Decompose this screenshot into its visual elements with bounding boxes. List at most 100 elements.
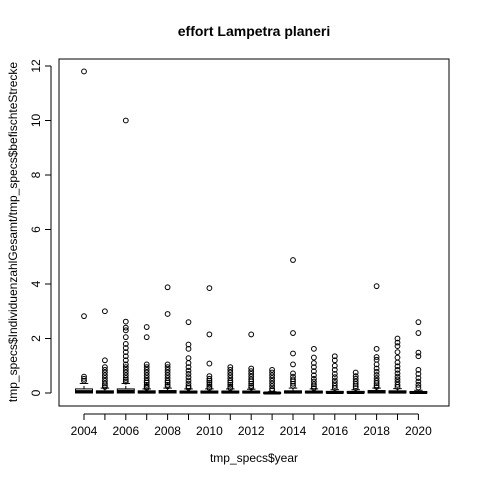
outlier-point [415,384,422,391]
box-2007 [137,324,156,394]
chart-title: effort Lampetra planeri [178,23,330,39]
outlier-point [143,372,150,379]
outlier-point [373,361,380,368]
outlier-point [394,363,401,370]
outlier-point [122,341,129,347]
x-tick-label: 2012 [238,424,265,438]
outlier-point [206,379,213,386]
outlier-point [143,364,150,371]
x-tick-label: 2014 [280,424,307,438]
x-axis-label: tmp_specs$year [210,451,298,465]
outlier-point [394,366,401,373]
outlier-point [331,385,338,391]
outlier-point [81,68,87,75]
box-2019 [388,335,407,394]
outlier-point [352,385,359,391]
outlier-point [290,330,296,336]
outlier-point [206,385,213,391]
outlier-point [102,382,108,389]
outlier-point [394,359,401,366]
x-tick-label: 2016 [321,424,348,438]
outlier-point [227,364,234,371]
outlier-point [311,381,317,388]
outlier-point [331,371,338,377]
outlier-point [143,361,150,368]
outlier-point [227,381,234,388]
outlier-point [122,117,129,124]
outlier-point [311,385,317,391]
outlier-point [394,354,401,361]
outlier-point [352,373,359,380]
outlier-point [352,383,359,390]
outlier-point [269,383,276,390]
outlier-point [227,369,234,376]
outlier-point [143,324,150,330]
y-tick-label: 6 [29,226,43,233]
outlier-point [311,372,317,379]
outlier-point [269,380,276,387]
outlier-point [415,366,422,373]
y-tick-label: 0 [29,389,43,396]
y-tick-label: 10 [29,114,43,128]
outlier-point [164,381,171,388]
outlier-point [206,381,213,388]
outlier-point [143,381,150,388]
outlier-point [248,365,255,372]
outlier-point [143,384,150,391]
outlier-point [373,345,380,352]
outlier-point [248,331,255,338]
outlier-point [394,349,401,356]
outlier-point [185,383,192,390]
box-series [75,68,428,395]
outlier-point [311,364,317,371]
outlier-point [81,373,87,380]
outlier-point [206,360,213,367]
outlier-point [164,369,171,376]
outlier-point [102,366,108,373]
outlier-point [122,378,129,385]
outlier-point [185,355,192,362]
box-2006 [116,117,135,394]
outlier-point [290,257,296,263]
outlier-point [227,377,234,384]
outlier-point [352,369,359,376]
outlier-point [185,384,192,391]
outlier-point [122,377,129,383]
outlier-point [248,383,255,389]
outlier-point [122,318,129,325]
x-tick-label: 2006 [112,424,139,438]
outlier-point [394,335,401,342]
outlier-point [164,311,171,317]
outlier-point [248,371,255,377]
outlier-point [143,369,150,376]
box-2018 [367,283,386,394]
outlier-point [269,387,276,394]
outlier-point [394,384,401,390]
outlier-point [143,377,150,384]
outlier-point [143,334,150,341]
outlier-point [122,366,129,373]
outlier-point [164,364,171,371]
outlier-point [227,366,234,373]
outlier-point [415,353,422,360]
outlier-point [102,364,108,371]
box-2015 [304,345,323,394]
outlier-point [122,364,129,371]
outlier-point [185,319,192,326]
outlier-point [290,370,296,377]
outlier-point [331,374,338,381]
box-2011 [221,364,240,394]
outlier-point [269,372,276,379]
outlier-point [311,345,317,352]
outlier-point [122,353,129,360]
x-axis: 2004 2006 2008 2010 2012 2014 2016 2018 2020 [71,413,432,438]
box-2005 [95,308,114,394]
outlier-point [185,345,192,352]
outlier-point [394,370,401,377]
outlier-point [352,381,359,387]
outlier-point [164,372,171,379]
outlier-point [185,367,192,374]
outlier-point [373,384,380,390]
outlier-point [143,366,150,373]
outlier-point [122,361,129,368]
